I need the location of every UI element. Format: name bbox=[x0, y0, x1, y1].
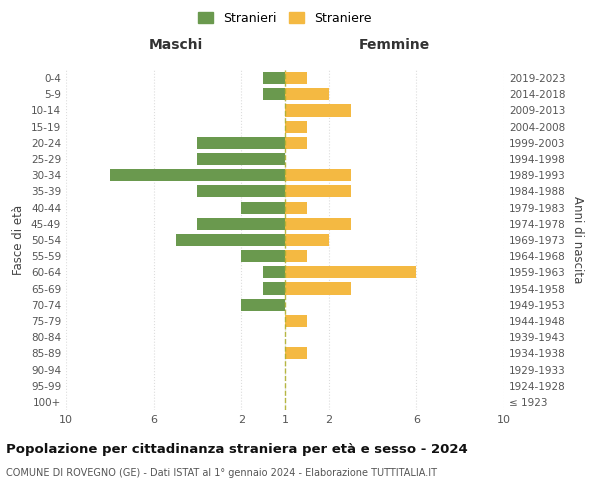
Bar bbox=[241, 202, 285, 213]
Bar bbox=[285, 104, 351, 117]
Bar bbox=[197, 153, 285, 165]
Bar bbox=[285, 120, 307, 132]
Bar bbox=[285, 88, 329, 101]
Bar bbox=[285, 282, 351, 294]
Bar bbox=[285, 72, 307, 84]
Text: Femmine: Femmine bbox=[359, 38, 430, 52]
Y-axis label: Anni di nascita: Anni di nascita bbox=[571, 196, 584, 284]
Bar bbox=[285, 137, 307, 149]
Legend: Stranieri, Straniere: Stranieri, Straniere bbox=[198, 12, 372, 24]
Bar bbox=[241, 298, 285, 311]
Bar bbox=[285, 218, 351, 230]
Text: Popolazione per cittadinanza straniera per età e sesso - 2024: Popolazione per cittadinanza straniera p… bbox=[6, 442, 468, 456]
Text: COMUNE DI ROVEGNO (GE) - Dati ISTAT al 1° gennaio 2024 - Elaborazione TUTTITALIA: COMUNE DI ROVEGNO (GE) - Dati ISTAT al 1… bbox=[6, 468, 437, 477]
Text: Maschi: Maschi bbox=[148, 38, 203, 52]
Bar bbox=[197, 186, 285, 198]
Bar bbox=[285, 186, 351, 198]
Bar bbox=[285, 266, 416, 278]
Bar bbox=[285, 202, 307, 213]
Bar bbox=[197, 218, 285, 230]
Bar bbox=[241, 250, 285, 262]
Bar bbox=[263, 88, 285, 101]
Bar bbox=[263, 72, 285, 84]
Bar bbox=[263, 282, 285, 294]
Bar bbox=[285, 348, 307, 360]
Bar bbox=[197, 137, 285, 149]
Bar bbox=[110, 169, 285, 181]
Bar bbox=[263, 266, 285, 278]
Bar bbox=[285, 250, 307, 262]
Bar bbox=[285, 234, 329, 246]
Bar bbox=[285, 169, 351, 181]
Bar bbox=[175, 234, 285, 246]
Bar bbox=[285, 315, 307, 327]
Y-axis label: Fasce di età: Fasce di età bbox=[13, 205, 25, 275]
